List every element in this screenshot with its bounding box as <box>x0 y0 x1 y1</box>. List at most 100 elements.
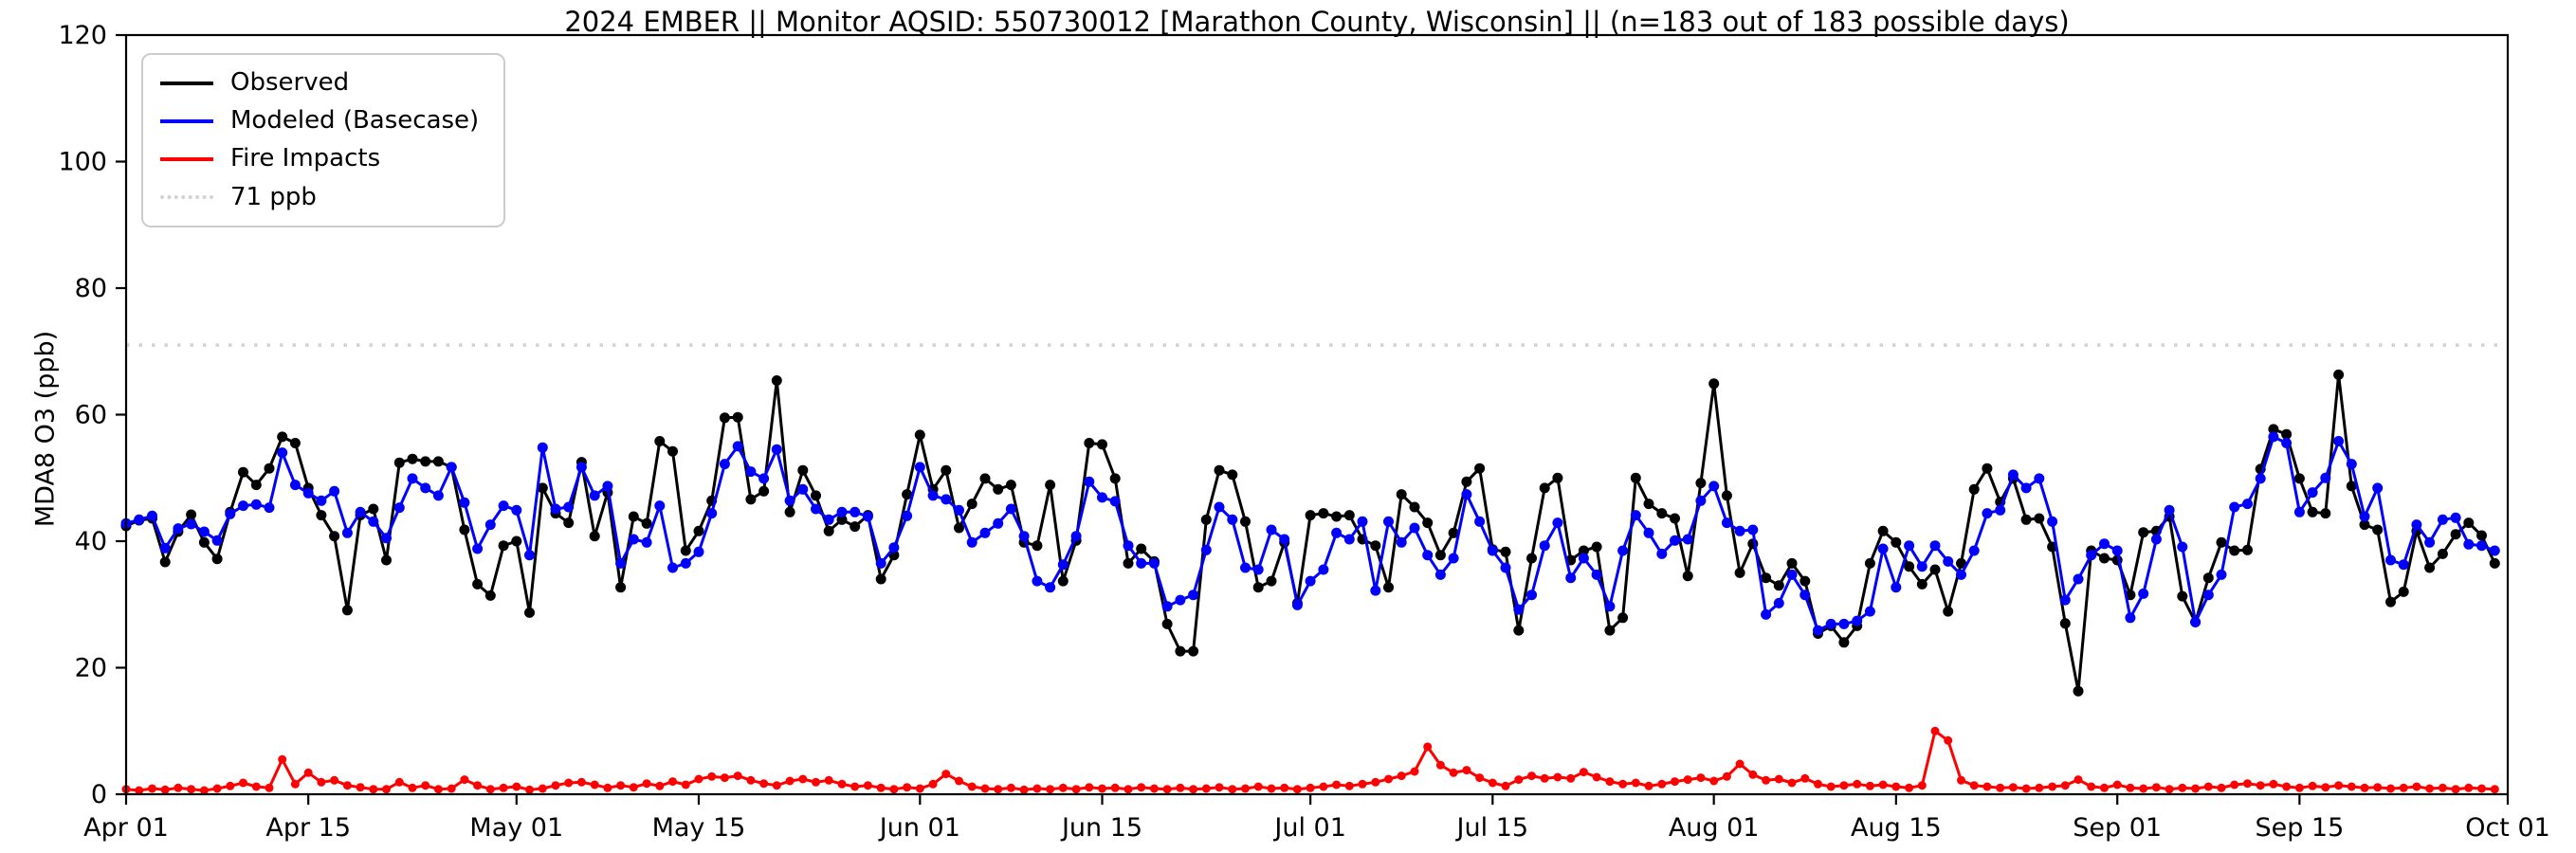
data-point <box>2281 428 2293 440</box>
data-point <box>2165 785 2174 794</box>
data-point <box>1343 510 1355 521</box>
data-point <box>903 783 912 792</box>
data-point <box>1423 742 1433 752</box>
data-point <box>707 771 717 781</box>
data-point <box>1826 782 1836 791</box>
data-point <box>745 466 757 478</box>
data-point <box>1630 472 1641 483</box>
data-point <box>823 514 834 525</box>
data-point <box>1618 779 1628 789</box>
data-point <box>1853 779 1862 789</box>
data-point <box>317 777 326 787</box>
data-point <box>1097 492 1107 503</box>
data-point <box>941 770 951 779</box>
data-point <box>2268 424 2279 435</box>
data-point <box>432 490 444 501</box>
data-point <box>654 500 666 512</box>
data-point <box>2385 554 2396 566</box>
data-point <box>355 506 366 517</box>
data-point <box>706 508 718 519</box>
data-point <box>1644 781 1653 790</box>
data-point <box>239 778 247 788</box>
data-point <box>1968 545 1980 556</box>
data-point <box>484 590 496 601</box>
data-point <box>2437 514 2448 525</box>
y-tick-label: 40 <box>75 527 107 556</box>
data-point <box>954 504 964 516</box>
data-point <box>2048 782 2057 791</box>
data-point <box>1123 557 1134 569</box>
data-point <box>1071 785 1081 794</box>
data-point <box>1656 548 1668 559</box>
data-point <box>823 525 834 536</box>
data-point <box>602 481 613 492</box>
x-tick-label: Aug 01 <box>1669 813 1760 843</box>
data-point <box>2100 783 2109 792</box>
data-point <box>1773 597 1784 608</box>
data-point <box>784 495 795 506</box>
legend-item-threshold: 71 ppb <box>160 183 479 212</box>
data-point <box>1215 783 1224 792</box>
data-point <box>785 776 795 786</box>
data-point <box>1123 540 1134 552</box>
data-point <box>1124 785 1133 794</box>
data-point <box>1916 561 1927 572</box>
legend-label-modeled: Modeled (Basecase) <box>230 106 480 136</box>
data-point <box>1371 777 1380 787</box>
legend-label-fire: Fire Impacts <box>230 144 381 173</box>
data-point <box>875 573 886 585</box>
data-point <box>2216 569 2227 580</box>
data-point <box>1591 569 1602 580</box>
data-point <box>1266 524 1277 535</box>
data-point <box>2372 482 2384 494</box>
data-point <box>421 781 430 790</box>
series-fire-impacts <box>121 726 2499 795</box>
data-point <box>329 485 340 497</box>
data-point <box>1630 510 1641 521</box>
data-point <box>1592 772 1601 782</box>
data-point <box>2438 783 2447 792</box>
data-point <box>1461 476 1472 487</box>
data-point <box>2126 783 2135 792</box>
x-tick-label: Apr 01 <box>83 813 169 843</box>
data-point <box>1384 774 1393 784</box>
data-point <box>460 775 469 785</box>
data-point <box>199 786 209 795</box>
data-point <box>1306 783 1315 792</box>
data-point <box>979 527 991 538</box>
series-line <box>125 729 2495 792</box>
data-point <box>1617 545 1629 556</box>
data-point <box>980 784 990 793</box>
data-point <box>2399 783 2408 792</box>
data-point <box>2411 519 2422 531</box>
data-point <box>1200 544 1212 555</box>
data-point <box>563 501 575 513</box>
data-point <box>2308 781 2317 790</box>
data-point <box>797 464 809 476</box>
data-point <box>1343 534 1355 545</box>
data-point <box>1175 594 1186 606</box>
data-point <box>2086 550 2097 561</box>
data-point <box>1227 469 1238 481</box>
data-point <box>993 517 1004 529</box>
data-point <box>1175 645 1186 657</box>
data-point <box>2268 431 2279 443</box>
data-point <box>1956 569 1966 580</box>
data-point <box>211 554 223 565</box>
data-point <box>1617 612 1629 624</box>
data-point <box>1161 601 1173 612</box>
data-point <box>1032 540 1043 552</box>
fire-line-swatch-icon <box>160 156 213 161</box>
data-point <box>2476 540 2487 552</box>
data-point <box>2007 469 2019 481</box>
data-point <box>512 782 521 791</box>
data-point <box>1695 478 1707 489</box>
data-point <box>1058 783 1068 792</box>
data-point <box>1070 531 1082 542</box>
data-point <box>1539 482 1550 494</box>
data-point <box>928 779 938 789</box>
data-point <box>524 607 535 618</box>
data-point <box>1852 615 1863 626</box>
data-point <box>1839 781 1849 790</box>
data-point <box>1383 582 1394 593</box>
